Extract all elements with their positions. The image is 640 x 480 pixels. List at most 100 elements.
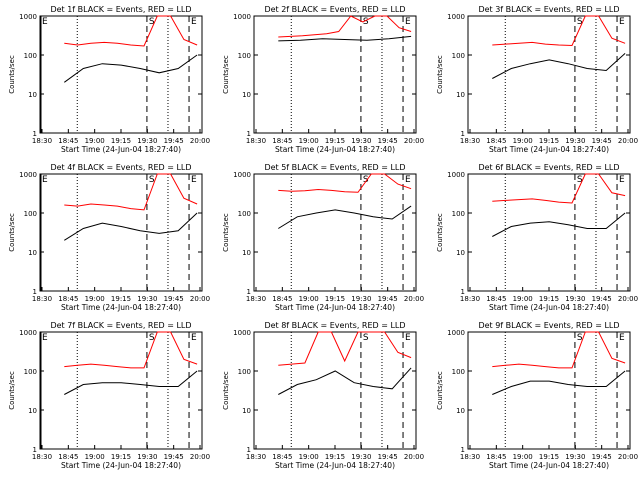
panel-title: Det 6f BLACK = Events, RED = LLD (478, 163, 619, 172)
axes-frame (253, 15, 417, 134)
panel-det-2: Det 2f BLACK = Events, RED = LLD 1 10 100 10… (222, 5, 424, 154)
x-axis-label: Start Time (24-Jun-04 18:27:40) (275, 145, 395, 154)
panel-det-5: Det 5f BLACK = Events, RED = LLD 1 10 100 10… (222, 163, 424, 312)
x-tick-label: 20:00 (618, 453, 638, 461)
y-tick-label: 10 (28, 407, 37, 415)
y-tick-label: 100 (452, 52, 465, 60)
panel-title: Det 2f BLACK = Events, RED = LLD (264, 5, 405, 14)
y-tick-label: 100 (24, 210, 37, 218)
y-tick-label: 1000 (19, 171, 37, 179)
marker-label: E (619, 17, 625, 27)
y-tick-label: 1000 (233, 171, 251, 179)
y-axis-label: Counts/sec (222, 213, 230, 252)
y-tick-label: 1 (247, 288, 251, 296)
y-tick-label: 1 (461, 130, 465, 138)
x-axis-label: Start Time (24-Jun-04 18:27:40) (61, 145, 181, 154)
x-axis-label: Start Time (24-Jun-04 18:27:40) (489, 145, 609, 154)
y-tick-label: 1000 (233, 329, 251, 337)
x-tick-label: 20:00 (190, 137, 210, 145)
panel-title: Det 8f BLACK = Events, RED = LLD (264, 321, 405, 330)
y-tick-label: 10 (456, 91, 465, 99)
x-tick-label: 18:30 (460, 295, 480, 303)
y-tick-label: 10 (456, 407, 465, 415)
events-series-line (64, 370, 198, 395)
panel-title: Det 4f BLACK = Events, RED = LLD (50, 163, 191, 172)
x-tick-label: 18:45 (58, 453, 78, 461)
panel-det-6: Det 6f BLACK = Events, RED = LLD 1 10 100 10… (436, 163, 638, 312)
y-tick-label: 1 (33, 130, 37, 138)
axes-frame (467, 173, 631, 292)
y-tick-label: 10 (242, 91, 251, 99)
y-tick-label: 1000 (19, 329, 37, 337)
lld-series-line (64, 15, 198, 47)
axes-frame (253, 173, 417, 292)
y-axis-label: Counts/sec (436, 371, 444, 410)
x-tick-label: 18:30 (246, 295, 266, 303)
x-tick-label: 20:00 (618, 137, 638, 145)
x-tick-label: 19:30 (565, 295, 585, 303)
x-tick-label: 19:30 (565, 453, 585, 461)
x-tick-label: 19:15 (325, 295, 345, 303)
y-axis-label: Counts/sec (8, 213, 16, 252)
panel-title: Det 5f BLACK = Events, RED = LLD (264, 163, 405, 172)
x-tick-label: 18:45 (58, 295, 78, 303)
marker-label: E (191, 175, 197, 185)
panel-det-8: Det 8f BLACK = Events, RED = LLD 1 10 100 10… (222, 321, 424, 470)
x-tick-label: 18:45 (272, 295, 292, 303)
y-tick-label: 100 (238, 210, 251, 218)
marker-label: E (42, 333, 48, 343)
y-axis-label: Counts/sec (436, 213, 444, 252)
x-tick-label: 19:00 (85, 453, 105, 461)
panel-det-7: Det 7f BLACK = Events, RED = LLD 1 10 100 10… (8, 321, 210, 470)
x-tick-label: 20:00 (618, 295, 638, 303)
x-tick-label: 18:30 (246, 453, 266, 461)
x-tick-label: 19:45 (378, 453, 398, 461)
x-tick-label: 19:15 (111, 137, 131, 145)
x-tick-label: 19:30 (351, 453, 371, 461)
y-tick-label: 10 (456, 249, 465, 257)
lld-series-line (64, 173, 198, 211)
events-series-line (278, 367, 412, 395)
x-tick-label: 18:30 (32, 295, 52, 303)
y-tick-label: 100 (238, 52, 251, 60)
events-series-line (492, 53, 626, 79)
lld-series-line (492, 15, 626, 47)
panel-det-3: Det 3f BLACK = Events, RED = LLD 1 10 100 10… (436, 5, 638, 154)
x-tick-label: 19:45 (378, 137, 398, 145)
y-tick-label: 1 (247, 446, 251, 454)
marker-label: S (363, 175, 369, 185)
x-tick-label: 19:45 (164, 453, 184, 461)
x-tick-label: 18:45 (272, 453, 292, 461)
panel-det-4: Det 4f BLACK = Events, RED = LLD 1 10 100 10… (8, 163, 210, 312)
marker-label: S (149, 175, 155, 185)
y-tick-label: 1000 (447, 13, 465, 21)
x-tick-label: 19:15 (325, 453, 345, 461)
events-series-line (278, 205, 412, 229)
y-tick-label: 100 (238, 368, 251, 376)
y-axis-label: Counts/sec (222, 371, 230, 410)
axes-frame (467, 331, 631, 450)
x-tick-label: 19:00 (85, 137, 105, 145)
y-tick-label: 1 (33, 288, 37, 296)
axes-frame (39, 331, 203, 450)
x-tick-label: 19:30 (137, 295, 157, 303)
panel-title: Det 1f BLACK = Events, RED = LLD (50, 5, 191, 14)
marker-label: E (42, 175, 48, 185)
x-tick-label: 19:00 (513, 295, 533, 303)
x-tick-label: 19:15 (539, 295, 559, 303)
x-tick-label: 18:45 (272, 137, 292, 145)
x-tick-label: 19:15 (111, 453, 131, 461)
x-tick-label: 19:00 (85, 295, 105, 303)
panel-det-9: Det 9f BLACK = Events, RED = LLD 1 10 100 10… (436, 321, 638, 470)
y-tick-label: 10 (242, 249, 251, 257)
y-axis-label: Counts/sec (436, 55, 444, 94)
y-tick-label: 100 (452, 368, 465, 376)
x-tick-label: 20:00 (404, 453, 424, 461)
x-tick-label: 20:00 (404, 295, 424, 303)
panel-det-1: Det 1f BLACK = Events, RED = LLD 1 10 100 10… (8, 5, 210, 154)
x-tick-label: 19:30 (351, 295, 371, 303)
y-tick-label: 1 (247, 130, 251, 138)
x-tick-label: 18:30 (460, 453, 480, 461)
x-tick-label: 18:30 (32, 137, 52, 145)
marker-label: S (363, 17, 369, 27)
